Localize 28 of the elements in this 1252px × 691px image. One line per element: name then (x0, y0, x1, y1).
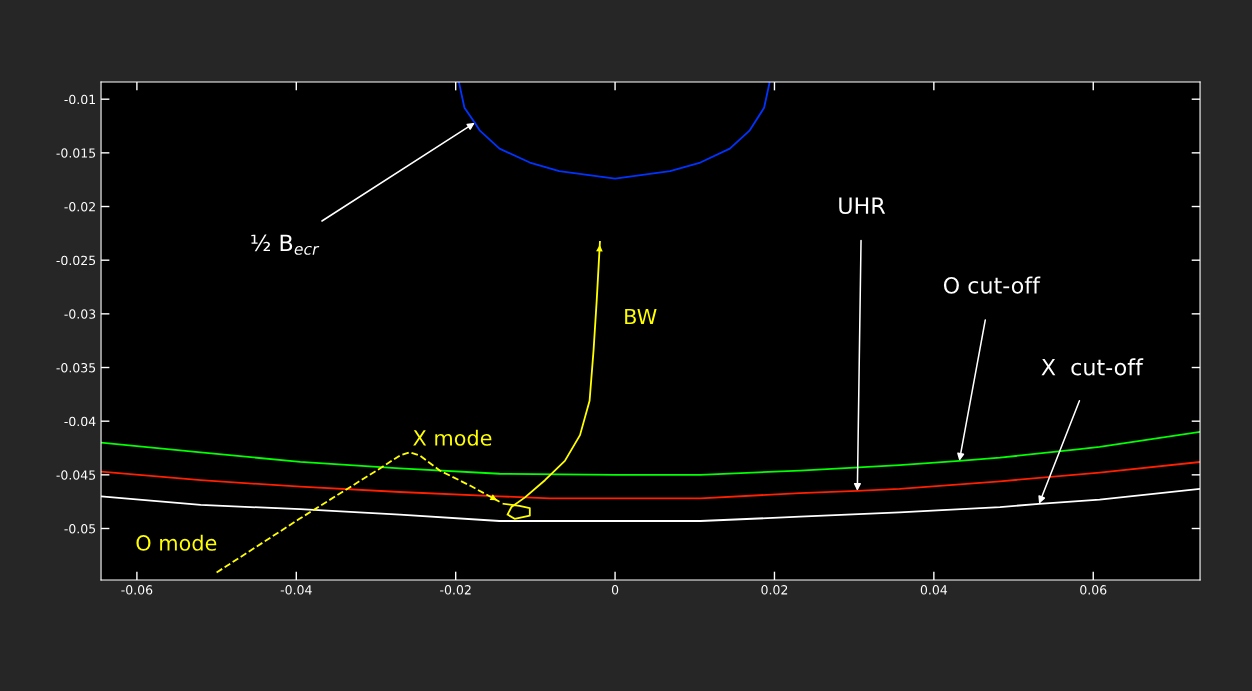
line-series (215, 451, 501, 574)
annotation: UHR (839, 197, 886, 215)
y-tick-label: -0.025 (56, 255, 96, 266)
annotation: O cut-off (943, 276, 1041, 294)
y-tick-label: -0.035 (56, 362, 96, 373)
y-tick-label: -0.05 (64, 523, 96, 534)
x-tick-label: 0 (611, 585, 619, 595)
annotation: ½ B$_{ecr}$ (251, 234, 320, 255)
y-tick-label: -0.01 (64, 94, 96, 105)
y-tick-label: -0.015 (56, 148, 96, 158)
line-series (457, 82, 771, 180)
y-tick-label: -0.02 (64, 201, 95, 212)
annotation: X cut-off (1041, 358, 1144, 376)
x-tick-label: 0.04 (920, 585, 948, 595)
y-tick-label: -0.04 (64, 416, 96, 427)
y-tick-label: -0.045 (56, 470, 96, 480)
annotation: X mode (413, 429, 492, 446)
x-tick-label: -0.04 (280, 585, 312, 595)
x-tick-label: -0.02 (440, 585, 471, 595)
line-series (101, 431, 1201, 476)
annotation: O mode (136, 534, 217, 551)
y-tick-label: -0.03 (64, 309, 96, 319)
x-tick-label: 0.02 (761, 585, 788, 595)
line-series (101, 461, 1201, 500)
line-series (502, 241, 601, 520)
x-tick-label: 0.06 (1080, 585, 1107, 595)
x-tick-label: -0.06 (121, 585, 153, 595)
series-label: BW (625, 308, 657, 325)
